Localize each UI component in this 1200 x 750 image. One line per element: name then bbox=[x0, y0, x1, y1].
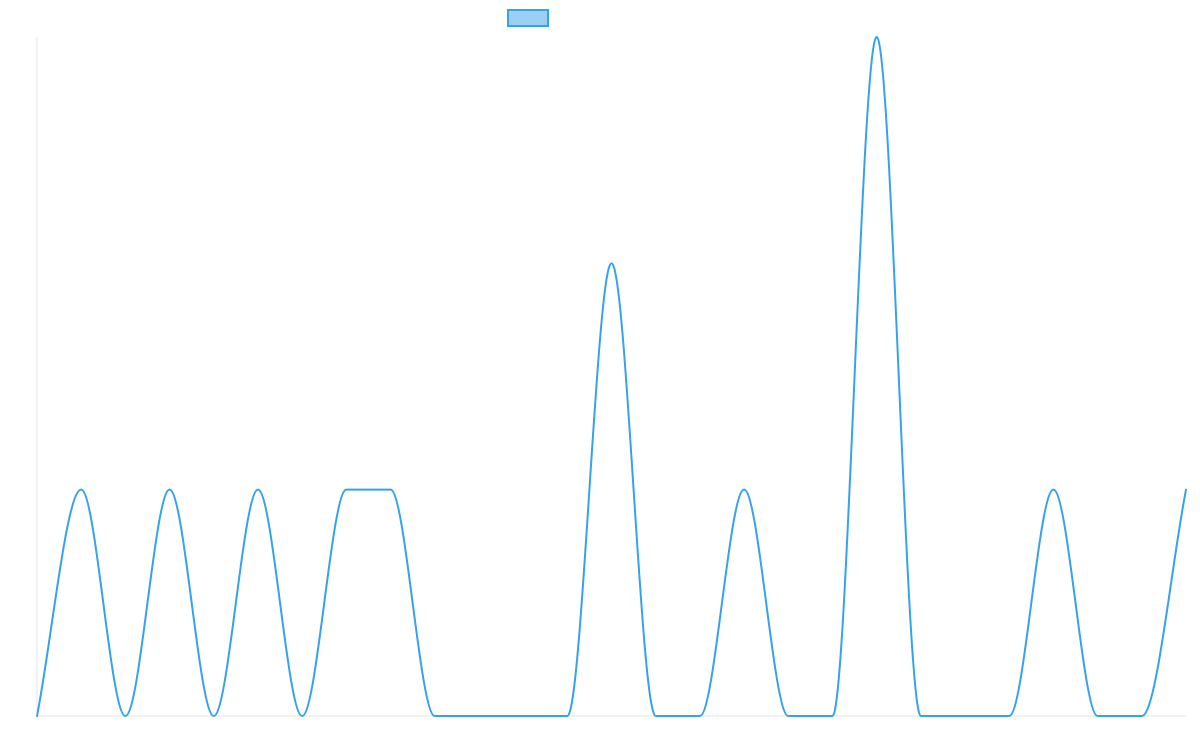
legend-swatch[interactable] bbox=[507, 9, 549, 27]
series-line bbox=[36, 36, 1187, 717]
